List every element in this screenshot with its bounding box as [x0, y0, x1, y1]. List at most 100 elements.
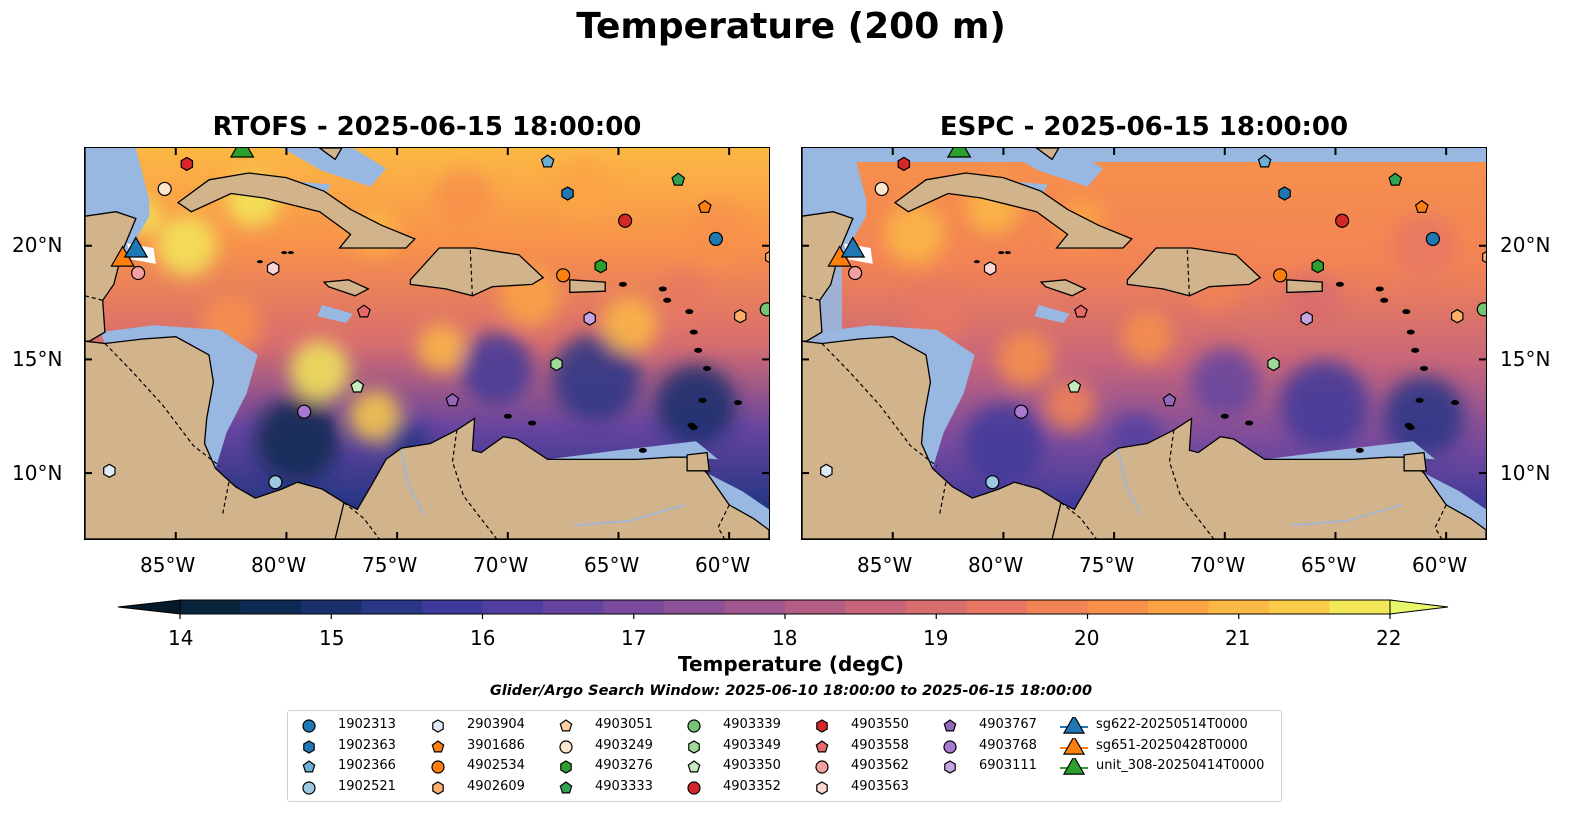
island-mark	[973, 260, 980, 264]
lon-tick-left-80w: 80°W	[251, 553, 307, 577]
island-mark	[1415, 397, 1424, 403]
legend-label: 3901686	[467, 737, 525, 753]
shelf-pedro	[1034, 304, 1070, 323]
legend-triangle	[1062, 717, 1086, 734]
glider-marker	[123, 236, 149, 258]
land-hispaniola	[409, 247, 545, 297]
island-mark	[503, 413, 512, 419]
river-line	[400, 450, 425, 515]
argo-float-marker	[1414, 199, 1429, 214]
border-line	[221, 482, 230, 517]
argo-float-marker	[708, 231, 723, 247]
hexagon-marker-icon	[944, 760, 956, 774]
legend-symbol	[431, 739, 445, 752]
legend-symbol	[431, 760, 445, 774]
legend-symbol	[303, 739, 315, 754]
legend-label: 6903111	[979, 758, 1037, 773]
legend-symbol	[559, 719, 573, 732]
lon-tick-right-65w: 65°W	[1301, 553, 1357, 577]
lon-tick-left-75w: 75°W	[362, 553, 418, 577]
hexagon-marker-icon	[432, 780, 444, 795]
hexagon-marker-icon	[560, 760, 572, 774]
border-line	[1186, 247, 1190, 296]
rtofs-map[interactable]	[84, 147, 770, 540]
colorbar-tick-18: 18	[772, 626, 798, 650]
legend-label: 1902363	[338, 737, 396, 753]
lon-tick-right-80w: 80°W	[968, 553, 1024, 577]
colorbar-segment	[966, 600, 1028, 614]
argo-float-marker	[1162, 393, 1177, 407]
shelf-bahamaBank	[282, 148, 386, 187]
colorbar-tick-17: 17	[621, 626, 647, 650]
argo-float-marker	[266, 261, 280, 276]
hexagon-marker-icon	[432, 719, 444, 733]
legend-symbol	[687, 780, 701, 795]
land-trinidad	[1403, 451, 1427, 472]
legend-label: 4903276	[595, 758, 653, 773]
argo-float-marker	[759, 302, 769, 317]
argo-float-marker	[820, 463, 833, 478]
colorbar-tick-14: 14	[168, 626, 194, 650]
lon-tick-right-75w: 75°W	[1079, 553, 1135, 577]
circle-marker-icon	[302, 780, 316, 795]
colorbar-segment	[301, 600, 363, 614]
shelf-venShelf	[1264, 441, 1436, 460]
island-mark	[689, 425, 698, 431]
pentagon-marker-icon	[943, 719, 957, 732]
colorbar-segment	[482, 600, 544, 614]
colorbar-segment	[1329, 600, 1391, 614]
search-window-note: Glider/Argo Search Window: 2025-06-10 18…	[489, 683, 1093, 699]
argo-float-marker	[733, 309, 747, 324]
shelf-venShelf	[547, 441, 719, 460]
colorbar-segment	[724, 600, 786, 614]
colorbar-segment	[1087, 600, 1149, 614]
legend-label: 4902534	[467, 758, 525, 773]
espc-panel-title: ESPC - 2025-06-15 18:00:00	[939, 112, 1349, 142]
legend-symbol	[816, 719, 828, 733]
colorbar-tick-16: 16	[470, 626, 496, 650]
argo-float-marker	[540, 154, 555, 168]
island-mark	[1380, 297, 1389, 303]
legend-label: unit_308-20250414T0000	[1096, 758, 1265, 773]
colorbar-segment	[422, 600, 484, 614]
border-line	[343, 502, 380, 539]
argo-float-marker	[561, 186, 574, 201]
argo-float-marker	[1311, 259, 1325, 274]
island-mark	[1402, 309, 1411, 315]
river-line	[1117, 450, 1142, 515]
colorbar-segment	[603, 600, 665, 614]
argo-float-marker	[1425, 231, 1440, 247]
legend-symbol	[944, 760, 956, 774]
figure-title: Temperature (200 m)	[576, 6, 1006, 47]
island-mark	[1335, 281, 1344, 287]
lat-tick-right-15n: 15°N	[1500, 347, 1551, 371]
espc-map[interactable]	[801, 147, 1487, 540]
border-line	[451, 429, 498, 539]
legend-label: 4903767	[979, 717, 1037, 732]
legend-symbol	[943, 739, 957, 754]
legend-symbol	[687, 719, 701, 733]
lat-tick-right-10n: 10°N	[1500, 461, 1551, 485]
legend-label: 1902366	[338, 758, 396, 773]
island-mark	[998, 251, 1005, 255]
argo-float-marker	[445, 393, 460, 407]
island-mark	[1004, 251, 1011, 255]
pentagon-marker-icon	[431, 739, 445, 752]
border-line	[1060, 502, 1097, 539]
legend-symbol	[815, 739, 829, 752]
argo-float-marker	[1267, 356, 1280, 372]
legend-label: 4903562	[851, 758, 909, 773]
island-mark	[698, 397, 707, 403]
colorbar-segment	[1148, 600, 1210, 614]
land-jamaica	[322, 279, 370, 297]
island-mark	[694, 347, 703, 353]
legend-label: 4903352	[723, 778, 781, 794]
island-mark	[703, 366, 712, 372]
argo-float-marker	[157, 181, 172, 197]
legend-label: 4902609	[467, 778, 525, 794]
land-southam	[1051, 417, 1486, 539]
argo-float-marker	[268, 475, 283, 490]
shelf-mosquito	[817, 325, 975, 469]
lat-tick-left-10n: 10°N	[12, 461, 63, 485]
legend: 1902313 1902363 1902366 1902521 2903904 39016…	[287, 710, 1282, 802]
